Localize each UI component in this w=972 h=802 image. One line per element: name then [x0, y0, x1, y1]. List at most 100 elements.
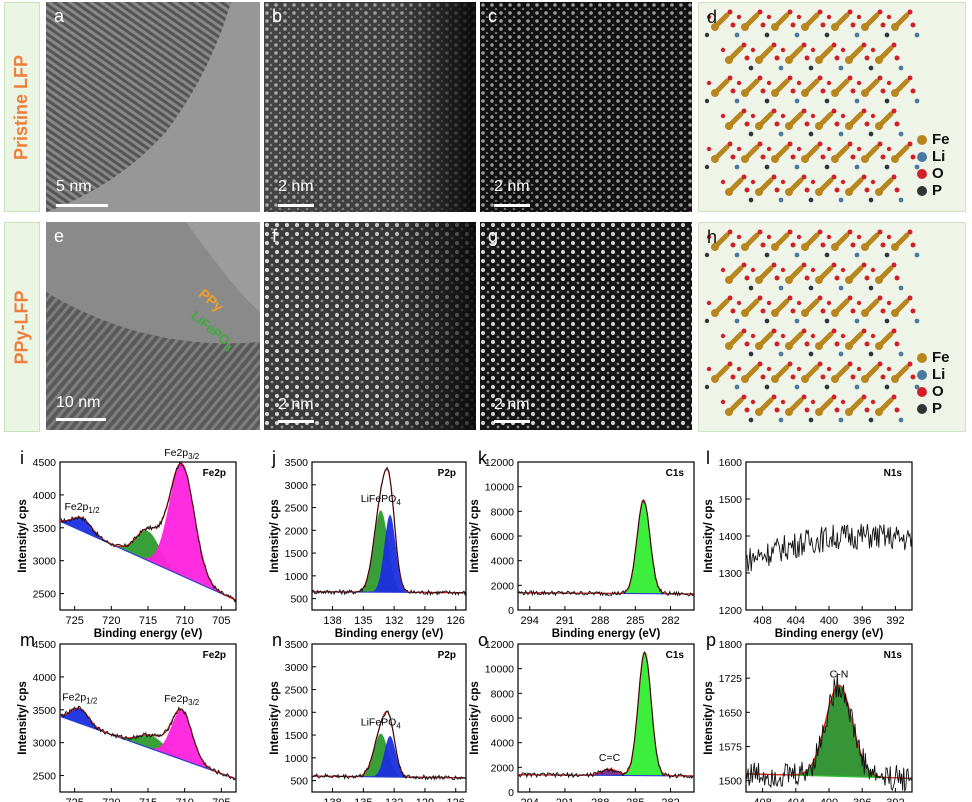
fe-atom	[771, 309, 779, 317]
o-atom	[750, 333, 756, 339]
o-atom	[850, 22, 856, 28]
o-atom	[886, 366, 892, 372]
panel-letter-p: p	[706, 630, 716, 650]
o-atom	[736, 234, 742, 240]
fe-atom	[711, 89, 719, 97]
o-atom	[790, 88, 796, 94]
li-atom	[898, 285, 904, 291]
p-atom	[764, 164, 770, 170]
y-axis-title: Intensity/ cps	[703, 499, 715, 573]
y-tick-label: 1500	[719, 494, 743, 506]
o-atom	[894, 55, 900, 61]
x-tick-label: 129	[416, 615, 434, 627]
p-atom	[748, 285, 754, 291]
o-atom	[820, 88, 826, 94]
fe-atom	[801, 89, 809, 97]
li-atom	[854, 318, 860, 324]
o-atom	[861, 42, 867, 48]
o-atom	[831, 42, 837, 48]
peak-fill-blue	[60, 517, 236, 601]
fe-atom	[711, 155, 719, 163]
legend-o: O	[917, 165, 950, 182]
o-atom	[736, 146, 742, 152]
o-atom	[757, 75, 763, 81]
panel-b-haadf: b 2 nm	[264, 2, 476, 212]
p-atom	[868, 131, 874, 137]
y-tick-label: 3500	[285, 457, 309, 469]
o-atom	[910, 154, 916, 160]
o-atom	[804, 187, 810, 193]
o-atom	[907, 295, 913, 301]
o-atom	[847, 141, 853, 147]
o-atom	[907, 361, 913, 367]
o-atom	[891, 328, 897, 334]
li-atom	[734, 32, 740, 38]
o-atom	[880, 242, 886, 248]
o-atom	[787, 361, 793, 367]
y-tick-label: 4000	[33, 672, 57, 684]
o-atom	[840, 113, 846, 119]
o-atom	[870, 179, 876, 185]
fit-envelope	[517, 498, 695, 595]
scale-label-f: 2 nm	[278, 396, 314, 413]
xps-chart-j: 138 135 132 129 126 500 1000 1500 2000 2500 3000 35…	[269, 448, 467, 640]
o-atom	[796, 300, 802, 306]
o-atom	[771, 174, 777, 180]
legend-li-label: Li	[932, 148, 946, 165]
structure-legend-d: Fe Li O P	[917, 131, 950, 199]
peak-label-sub: 3/2	[188, 698, 200, 707]
legend-p-label-h: P	[932, 400, 943, 417]
o-atom	[744, 341, 750, 347]
x-tick-label: 135	[354, 797, 372, 802]
scale-label-b: 2 nm	[278, 178, 314, 195]
panel-g-haadf-filtered: g 2 nm	[480, 222, 692, 430]
o-atom	[780, 113, 786, 119]
fe-atom	[861, 155, 869, 163]
structure-legend-h: Fe Li O P	[917, 349, 950, 417]
y-tick-label: 1200	[719, 605, 743, 617]
x-tick-label: 404	[787, 615, 805, 627]
o-atom	[864, 121, 870, 127]
o-atom	[907, 229, 913, 235]
o-atom	[760, 22, 766, 28]
o-atom	[771, 42, 777, 48]
o-atom	[864, 341, 870, 347]
o-atom	[856, 80, 862, 86]
o-atom	[706, 300, 712, 306]
o-atom	[826, 366, 832, 372]
raw-spectrum	[311, 710, 467, 781]
row-label-pristine: Pristine LFP	[4, 2, 40, 212]
o-atom	[736, 80, 742, 86]
o-atom	[847, 295, 853, 301]
x-tick-label: 288	[591, 615, 609, 627]
x-tick-label: 725	[65, 615, 83, 627]
o-atom	[880, 154, 886, 160]
panel-f-haadf: f 2 nm	[264, 222, 476, 430]
scale-label-e: 10 nm	[56, 394, 101, 411]
raw-spectrum	[59, 461, 237, 603]
x-axis-title: Binding energy (eV)	[775, 628, 884, 640]
li-atom	[794, 384, 800, 390]
panel-e-hrtem: e PPy LiFePO4 10 nm	[46, 222, 260, 430]
xps-chart-n: 138 135 132 129 126 500 1000 1500 2000 2500 3000 35…	[269, 630, 467, 802]
o-atom	[856, 234, 862, 240]
y-tick-label: 1300	[719, 568, 743, 580]
fe-dot-icon	[917, 134, 927, 145]
o-atom	[864, 187, 870, 193]
o-atom	[741, 328, 747, 334]
o-atom	[801, 394, 807, 400]
o-atom	[820, 154, 826, 160]
li-atom	[778, 285, 784, 291]
raw-spectrum	[59, 705, 237, 781]
y-tick-label: 8000	[491, 688, 515, 700]
scale-bar-g	[494, 420, 530, 423]
li-atom	[898, 65, 904, 71]
x-tick-label: 396	[853, 797, 871, 802]
o-atom	[864, 55, 870, 61]
o-atom	[796, 80, 802, 86]
o-atom	[741, 108, 747, 114]
o-atom	[801, 174, 807, 180]
o-atom	[850, 154, 856, 160]
o-atom	[834, 275, 840, 281]
